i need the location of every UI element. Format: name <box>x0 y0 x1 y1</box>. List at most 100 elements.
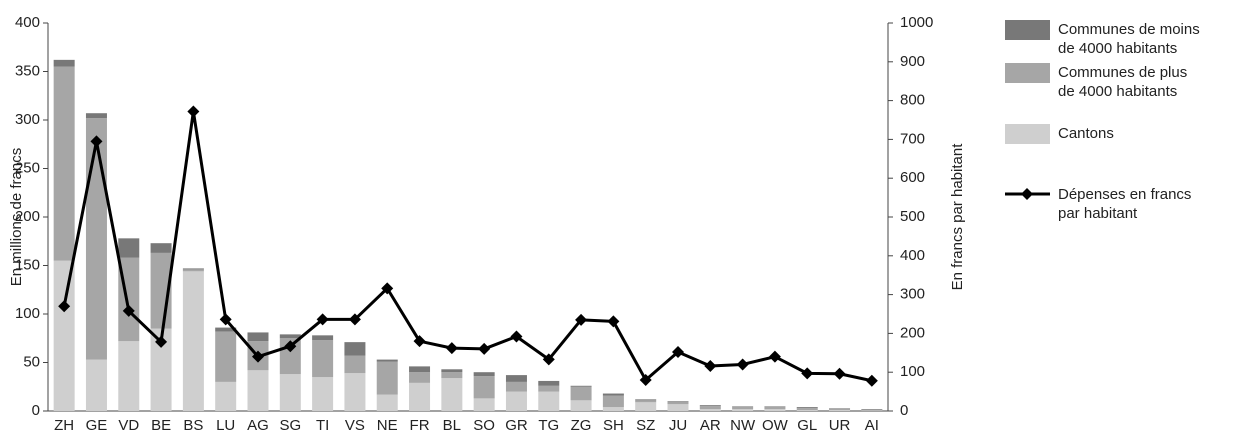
bar-segment <box>312 340 334 378</box>
bar-segment <box>85 118 107 360</box>
bar-segment <box>473 376 495 399</box>
bar-segment <box>312 335 334 341</box>
line-marker <box>90 135 103 148</box>
legend-label: Dépenses en francs par habitant <box>1058 186 1192 222</box>
legend-label: Communes de plus de 4000 habitants <box>1058 64 1188 100</box>
bar-segment <box>53 66 75 261</box>
bar-segment <box>441 378 463 411</box>
bar-segment <box>829 410 851 411</box>
bar-segment <box>376 359 398 362</box>
bar-segment <box>150 328 172 411</box>
bar-segment <box>279 334 301 339</box>
line-marker <box>187 105 200 118</box>
bar-segment <box>344 355 366 374</box>
bar-segment <box>344 373 366 411</box>
bar-segment <box>473 372 495 377</box>
y2-tick-label: 600 <box>900 169 925 186</box>
legend-label: Communes de moins de 4000 habitants <box>1058 21 1200 57</box>
y2-tick-label: 300 <box>900 286 925 303</box>
x-tick-label: NW <box>730 417 756 434</box>
bar-segment <box>409 366 431 373</box>
y2-tick-label: 700 <box>900 130 925 147</box>
bar-segment <box>53 59 75 67</box>
legend-swatch <box>1005 63 1050 83</box>
bar-segment <box>247 370 269 411</box>
x-tick-label: SO <box>473 417 495 434</box>
x-tick-label: FR <box>410 417 430 434</box>
bar-segment <box>570 385 592 387</box>
y2-tick-label: 100 <box>900 363 925 380</box>
bar-segment <box>85 359 107 411</box>
bar-segment <box>732 406 754 410</box>
y2-tick-label: 400 <box>900 247 925 264</box>
bar-segment <box>409 382 431 411</box>
bar-segment <box>602 407 624 411</box>
bar-segment <box>376 394 398 411</box>
y2-tick-label: 1000 <box>900 14 933 31</box>
bar-segment <box>861 409 883 411</box>
bar-segment <box>247 332 269 342</box>
bar-segment <box>764 406 786 410</box>
line-marker <box>413 335 426 348</box>
bar-segment <box>829 408 851 411</box>
x-tick-label: SZ <box>636 417 655 434</box>
x-tick-label: SG <box>279 417 301 434</box>
bar-segment <box>635 399 657 401</box>
bar-segment <box>182 268 204 270</box>
bar-segment <box>182 271 204 411</box>
bar-segment <box>796 410 818 411</box>
x-tick-label: AI <box>865 417 879 434</box>
bar-segment <box>505 375 527 382</box>
bar-segment <box>53 260 75 411</box>
y-tick-label: 50 <box>23 353 40 370</box>
x-tick-label: ZG <box>571 417 592 434</box>
bar-segment <box>150 243 172 253</box>
line-marker <box>58 300 71 313</box>
line-marker <box>607 315 620 328</box>
y-tick-label: 250 <box>15 159 40 176</box>
y2-tick-label: 200 <box>900 324 925 341</box>
y-tick-label: 200 <box>15 208 40 225</box>
x-tick-label: NE <box>377 417 398 434</box>
bar-segment <box>279 374 301 411</box>
bar-segment <box>699 406 721 410</box>
legend-swatch <box>1005 124 1050 144</box>
bar-segment <box>441 369 463 373</box>
bar-segment <box>667 404 689 411</box>
x-tick-label: VS <box>345 417 365 434</box>
bar-segment <box>215 331 237 382</box>
x-tick-label: JU <box>669 417 687 434</box>
bar-segment <box>796 408 818 411</box>
bar-segment <box>344 342 366 356</box>
line-marker <box>478 342 491 355</box>
y-axis-label: En millions de francs <box>8 148 25 286</box>
x-tick-label: SH <box>603 417 624 434</box>
line-marker <box>672 346 684 359</box>
y2-tick-label: 500 <box>900 208 925 225</box>
line-marker <box>639 373 652 386</box>
bar-segment <box>215 381 237 411</box>
y-tick-label: 100 <box>15 305 40 322</box>
bar-segment <box>667 401 689 403</box>
bar-segment <box>699 409 721 411</box>
line-marker <box>381 282 394 295</box>
line-marker <box>801 367 814 380</box>
legend-swatch <box>1005 20 1050 40</box>
bar-segment <box>85 113 107 119</box>
line-marker <box>510 330 523 343</box>
bar-segment <box>602 393 624 396</box>
bar-segment <box>699 405 721 407</box>
bar-segment <box>538 380 560 386</box>
x-tick-label: AR <box>700 417 721 434</box>
bar-segment <box>602 395 624 408</box>
y2-axis-label: En francs par habitant <box>949 143 966 291</box>
bar-segment <box>182 269 204 272</box>
line-marker <box>833 367 846 380</box>
legend-marker <box>1021 188 1033 200</box>
x-tick-label: GR <box>505 417 528 434</box>
bar-segment <box>732 409 754 411</box>
x-tick-label: TI <box>316 417 329 434</box>
bar-segment <box>570 400 592 411</box>
bar-segment <box>796 407 818 409</box>
